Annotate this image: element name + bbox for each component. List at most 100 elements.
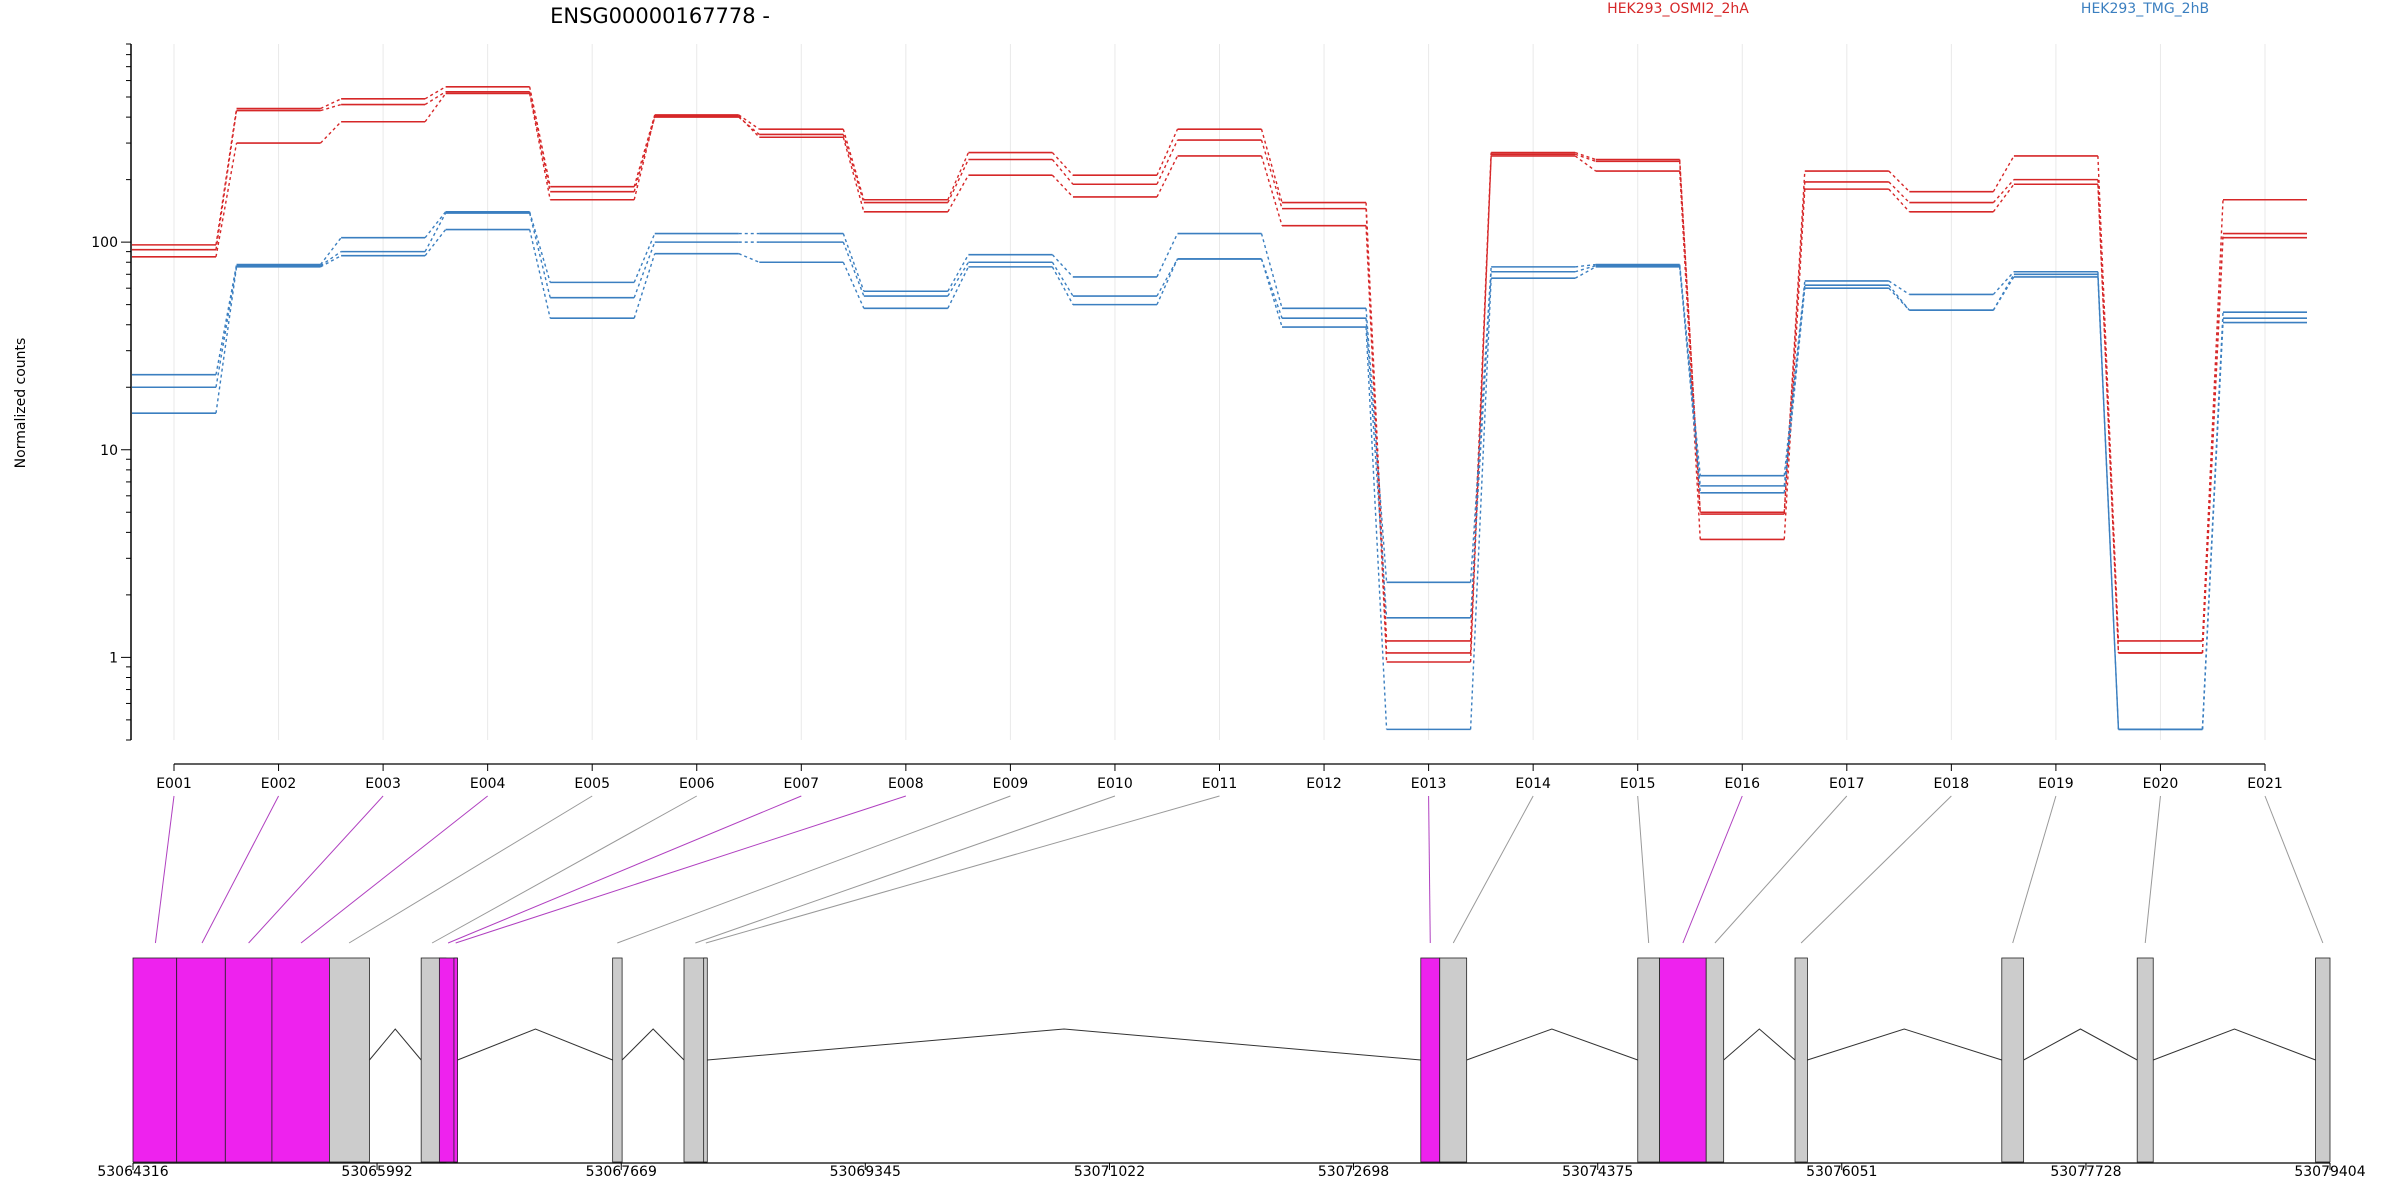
connector-E017	[1714, 795, 1848, 944]
x-tick-label-E008: E008	[888, 776, 924, 792]
connector-E016	[1682, 795, 1743, 944]
bin-connector-lines	[154, 795, 2324, 944]
series-dashed-connector	[1365, 318, 1388, 618]
gene-model	[132, 957, 2331, 1163]
x-tick-label-E010: E010	[1097, 776, 1133, 792]
series-dashed-connector	[1574, 151, 1596, 161]
series-dashed-connector	[1679, 264, 1701, 476]
x-tick-label-E018: E018	[1934, 776, 1970, 792]
connector-E007	[447, 795, 802, 944]
series-dashed-connector	[1365, 225, 1388, 663]
series-dashed-connector	[320, 251, 342, 267]
series-dashed-connector	[1156, 139, 1179, 185]
series-dashed-connector	[947, 159, 970, 203]
series-dashed-connector	[842, 137, 865, 212]
series-dashed-connector	[842, 233, 865, 292]
series-dashed-connector	[1051, 266, 1074, 305]
genomic-tick-label: 53079404	[2294, 1164, 2365, 1180]
series-dashed-connector	[1156, 155, 1179, 198]
connector-E015	[1637, 795, 1650, 944]
y-tick-label: 100	[91, 235, 118, 251]
series-dashed-connector	[424, 212, 447, 252]
genomic-tick-label: 53067669	[586, 1164, 657, 1180]
exon-E001	[132, 957, 178, 1163]
series-dashed-connector	[1679, 170, 1701, 540]
exon-E016	[1659, 957, 1707, 1163]
connector-E020	[2144, 795, 2161, 944]
series-dashed-connector	[1156, 128, 1179, 176]
series-dashed-connector	[1469, 154, 1492, 654]
series-dashed-connector	[1992, 271, 2015, 295]
connector-E002	[201, 795, 279, 944]
intron-line	[1723, 1028, 1796, 1061]
connector-E011	[705, 795, 1220, 944]
series-dashed-connector	[424, 91, 447, 106]
x-tick-label-E004: E004	[470, 776, 506, 792]
connector-E021	[2264, 795, 2324, 944]
intron-line	[2153, 1028, 2316, 1061]
series-dashed-connector	[947, 261, 969, 297]
series-dashed-connector	[320, 103, 342, 112]
series-dashed-connector	[1679, 266, 1701, 493]
series-dashed-connector	[633, 115, 656, 200]
genomic-tick-label: 53072698	[1318, 1164, 1389, 1180]
connector-E008	[455, 795, 907, 944]
series-dashed-connector	[1260, 258, 1283, 319]
series-dashed-connector	[1469, 155, 1492, 663]
series-dashed-connector	[738, 115, 760, 138]
genomic-tick-label: 53071022	[1074, 1164, 1145, 1180]
series-dashed-connector	[1888, 170, 1910, 193]
x-tick-label-E020: E020	[2143, 776, 2179, 792]
x-tick-label-E009: E009	[993, 776, 1029, 792]
exon-E011	[703, 957, 708, 1163]
series-dashed-connector	[2097, 184, 2120, 654]
x-tick-label-E016: E016	[1724, 776, 1760, 792]
x-tick-label-E005: E005	[574, 776, 610, 792]
series-dashed-connector	[1574, 155, 1597, 172]
series-dashed-connector	[320, 121, 342, 144]
exon-E018	[1794, 957, 1808, 1163]
connector-E005	[348, 795, 593, 944]
genomic-tick-label: 53074375	[1562, 1164, 1633, 1180]
series-dashed-connector	[1260, 233, 1283, 309]
x-axis: E001 E002 E003 E004 E005 E006 E007 E008 E009 E010…	[156, 763, 2283, 792]
x-tick-label-E019: E019	[2038, 776, 2074, 792]
series-dashed-connector	[1888, 287, 1910, 311]
connector-E006	[431, 795, 697, 944]
series-dashed-connector	[1783, 280, 1806, 476]
series-dashed-connector	[215, 142, 238, 257]
series-dashed-connector	[1051, 261, 1074, 297]
series-dashed-connector	[633, 253, 656, 319]
series-dashed-connector	[1469, 278, 1492, 730]
exon-E009	[612, 957, 623, 1163]
connector-E003	[248, 795, 384, 944]
legend-entry-tmg: HEK293_TMG_2hB	[2081, 1, 2209, 17]
series-dashed-connector	[842, 134, 865, 203]
y-tick-label: 1	[109, 650, 118, 666]
y-tick-label: 10	[100, 443, 118, 459]
exon-E008	[453, 957, 458, 1163]
series-dashed-connector	[947, 266, 970, 309]
series-line-6	[132, 228, 2307, 731]
series-dashed-connector	[738, 253, 760, 263]
intron-line	[1807, 1028, 2002, 1061]
series-dashed-connector	[1156, 258, 1179, 297]
chart-title: ENSG00000167778 -	[550, 4, 770, 28]
x-tick-label-E014: E014	[1515, 776, 1551, 792]
x-tick-label-E015: E015	[1620, 776, 1656, 792]
x-tick-label-E003: E003	[365, 776, 401, 792]
series-dashed-connector	[1783, 189, 1806, 540]
exon-E019	[2001, 957, 2025, 1163]
series-dashed-connector	[1051, 254, 1074, 278]
series-dashed-connector	[1260, 128, 1283, 203]
exon-E017	[1705, 957, 1725, 1163]
intron-line	[457, 1028, 613, 1061]
series-dashed-connector	[1469, 266, 1492, 583]
x-tick-label-E001: E001	[156, 776, 192, 792]
series-dashed-connector	[528, 93, 551, 200]
genomic-tick-label: 53077728	[2050, 1164, 2121, 1180]
series-dashed-connector	[1992, 183, 2015, 213]
series-dashed-connector	[633, 114, 656, 187]
series-dashed-connector	[1783, 288, 1806, 493]
series-dashed-connector	[1469, 271, 1492, 618]
